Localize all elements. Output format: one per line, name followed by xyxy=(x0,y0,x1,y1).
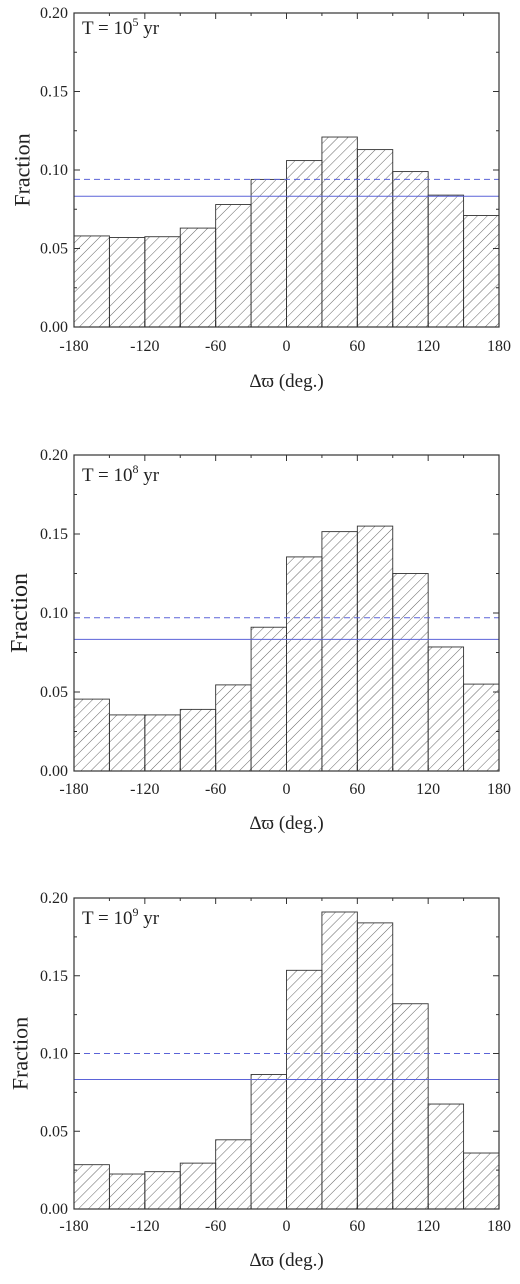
histogram-bar xyxy=(286,556,323,772)
x-tick-label: 180 xyxy=(487,1218,511,1235)
y-axis-label: Fraction xyxy=(10,133,35,206)
panel-annotation: T = 108 yr xyxy=(82,462,160,486)
x-tick-label: 60 xyxy=(349,781,365,798)
histogram-bar xyxy=(179,708,217,772)
panel-annotation: T = 105 yr xyxy=(82,15,160,39)
y-tick-label: 0.15 xyxy=(40,84,68,101)
histogram-bar xyxy=(250,626,287,772)
x-axis-label: Δϖ (deg.) xyxy=(249,1250,323,1271)
y-tick-label: 0.10 xyxy=(40,162,68,179)
histogram-bar xyxy=(463,683,500,772)
chart-panel-1: -180 -120 -60 0 60 120 180 0.00 0.05 0.10 0.15 0.20… xyxy=(10,5,512,392)
y-tick-label: 0.15 xyxy=(40,968,68,985)
histogram-bar xyxy=(463,215,500,328)
x-tick-label: 180 xyxy=(487,781,511,798)
y-tick-label: 0.05 xyxy=(40,1123,68,1140)
histogram-bar xyxy=(144,236,181,328)
x-tick-label: 0 xyxy=(283,781,291,798)
histogram-bar xyxy=(108,1173,146,1210)
histogram-bar xyxy=(73,698,110,772)
histogram-bar xyxy=(144,1171,181,1210)
x-tick-label: -60 xyxy=(205,1218,226,1235)
histogram-bar xyxy=(356,149,394,328)
x-tick-label: -120 xyxy=(130,338,159,355)
histogram-bar xyxy=(321,136,358,328)
x-tick-label: -120 xyxy=(130,1218,159,1235)
histogram-bar xyxy=(392,1003,429,1210)
y-tick-label: 0.05 xyxy=(40,684,68,701)
y-tick-label: 0.00 xyxy=(40,1201,68,1218)
y-tick-label: 0.10 xyxy=(40,605,68,622)
histogram-bar xyxy=(73,1164,110,1210)
histogram-bar xyxy=(215,204,252,328)
x-tick-label: 180 xyxy=(487,338,511,355)
y-tick-label: 0.10 xyxy=(40,1046,68,1063)
y-axis-label: Fraction xyxy=(8,1017,33,1090)
histogram-bar xyxy=(427,646,465,772)
histogram-bar xyxy=(321,531,358,772)
histogram-bar xyxy=(392,573,429,772)
x-tick-label: 120 xyxy=(416,781,440,798)
y-tick-label: 0.15 xyxy=(40,526,68,543)
histogram-bar xyxy=(108,237,146,328)
histogram-bar xyxy=(250,178,287,328)
x-axis-label: Δϖ (deg.) xyxy=(249,813,323,834)
histogram-bar xyxy=(179,227,217,328)
x-tick-label: 0 xyxy=(283,1218,291,1235)
y-tick-label: 0.05 xyxy=(40,241,68,258)
histogram-bar xyxy=(108,714,146,772)
x-tick-label: 60 xyxy=(349,1218,365,1235)
histogram-bar xyxy=(427,1103,465,1210)
y-tick-label: 0.20 xyxy=(40,447,68,464)
chart-panel-2: -180 -120 -60 0 60 120 180 0.00 0.05 0.10 0.15 0.20… xyxy=(7,447,511,834)
x-tick-label: -60 xyxy=(205,338,226,355)
histogram-bar xyxy=(286,160,323,328)
histogram-bar xyxy=(286,969,323,1210)
panel-annotation: T = 109 yr xyxy=(82,905,160,929)
histogram-bar xyxy=(463,1152,500,1210)
histogram-bar xyxy=(427,194,465,328)
y-tick-label: 0.20 xyxy=(40,890,68,907)
histogram-bar xyxy=(356,922,394,1210)
x-tick-label: -180 xyxy=(59,781,88,798)
histogram-bar xyxy=(179,1162,217,1210)
histogram-bar xyxy=(73,235,110,328)
histogram-bar xyxy=(356,525,394,772)
x-tick-label: 120 xyxy=(416,338,440,355)
chart-panel-3: -180 -120 -60 0 60 120 180 0.00 0.05 0.10 0.15 0.20… xyxy=(8,890,512,1271)
histogram-bar xyxy=(144,714,181,772)
y-tick-label: 0.00 xyxy=(40,763,68,780)
x-tick-label: -60 xyxy=(205,781,226,798)
histogram-bar xyxy=(215,1139,252,1210)
x-tick-label: 0 xyxy=(283,338,291,355)
y-axis-label: Fraction xyxy=(7,573,33,653)
x-axis-label: Δϖ (deg.) xyxy=(249,371,323,392)
histogram-bar xyxy=(250,1074,287,1210)
histogram-bar xyxy=(321,911,358,1210)
x-tick-label: -180 xyxy=(59,1218,88,1235)
y-tick-label: 0.00 xyxy=(40,319,68,336)
histogram-bar xyxy=(392,171,429,328)
x-tick-label: 120 xyxy=(416,1218,440,1235)
x-tick-label: -120 xyxy=(130,781,159,798)
x-tick-label: 60 xyxy=(349,338,365,355)
x-tick-label: -180 xyxy=(59,338,88,355)
histogram-bar xyxy=(215,684,252,772)
y-tick-label: 0.20 xyxy=(40,5,68,22)
